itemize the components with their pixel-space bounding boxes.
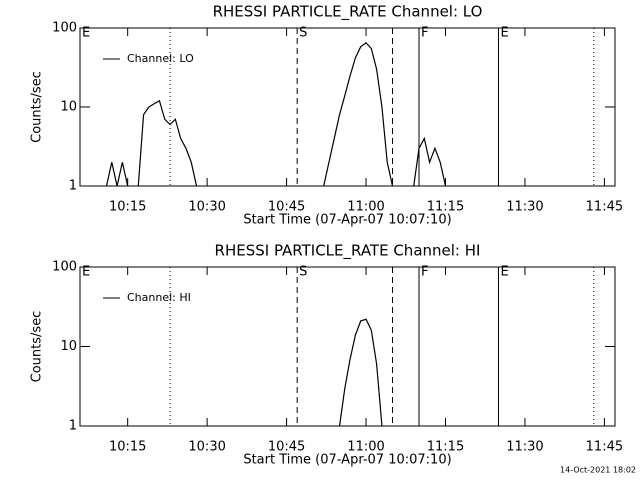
x-tick-label: 11:15 <box>427 200 464 215</box>
x-tick-label: 11:30 <box>506 440 543 455</box>
chart-title: RHESSI PARTICLE_RATE Channel: LO <box>213 3 483 22</box>
marker-label: F <box>421 26 428 41</box>
legend-label: Channel: LO <box>127 52 194 65</box>
marker-label: S <box>299 265 307 280</box>
marker-label: E <box>82 26 90 41</box>
x-axis-label: Start Time (07-Apr-07 10:07:10) <box>243 453 451 468</box>
x-tick-label: 11:45 <box>586 440 623 455</box>
marker-label: S <box>299 26 307 41</box>
marker-label: E <box>500 26 508 41</box>
x-tick-label: 10:45 <box>268 200 305 215</box>
x-tick-label: 11:00 <box>347 200 384 215</box>
x-tick-label: 10:30 <box>188 200 225 215</box>
x-tick-label: 10:45 <box>268 440 305 455</box>
timestamp: 14-Oct-2021 18:02 <box>560 466 636 475</box>
marker-label: F <box>421 265 428 280</box>
x-tick-label: 11:45 <box>586 200 623 215</box>
data-line <box>105 41 447 187</box>
y-tick-label: 1 <box>69 419 77 434</box>
chart-title: RHESSI PARTICLE_RATE Channel: HI <box>215 242 481 261</box>
x-axis-label: Start Time (07-Apr-07 10:07:10) <box>243 213 451 228</box>
y-axis-label: Counts/sec <box>30 71 45 143</box>
x-tick-label: 10:15 <box>109 200 146 215</box>
y-tick-label: 10 <box>60 339 77 354</box>
x-tick-label: 11:15 <box>427 440 464 455</box>
y-tick-label: 10 <box>60 100 77 115</box>
marker-label: E <box>500 265 508 280</box>
x-tick-label: 10:30 <box>188 440 225 455</box>
y-axis-label: Counts/sec <box>30 311 45 383</box>
x-tick-label: 11:00 <box>347 440 384 455</box>
data-line <box>338 318 383 427</box>
legend-label: Channel: HI <box>127 291 191 304</box>
marker-label: E <box>82 265 90 280</box>
y-tick-label: 1 <box>69 179 77 194</box>
y-tick-label: 100 <box>52 260 77 275</box>
x-tick-label: 11:30 <box>506 200 543 215</box>
y-tick-label: 100 <box>52 21 77 36</box>
x-tick-label: 10:15 <box>109 440 146 455</box>
